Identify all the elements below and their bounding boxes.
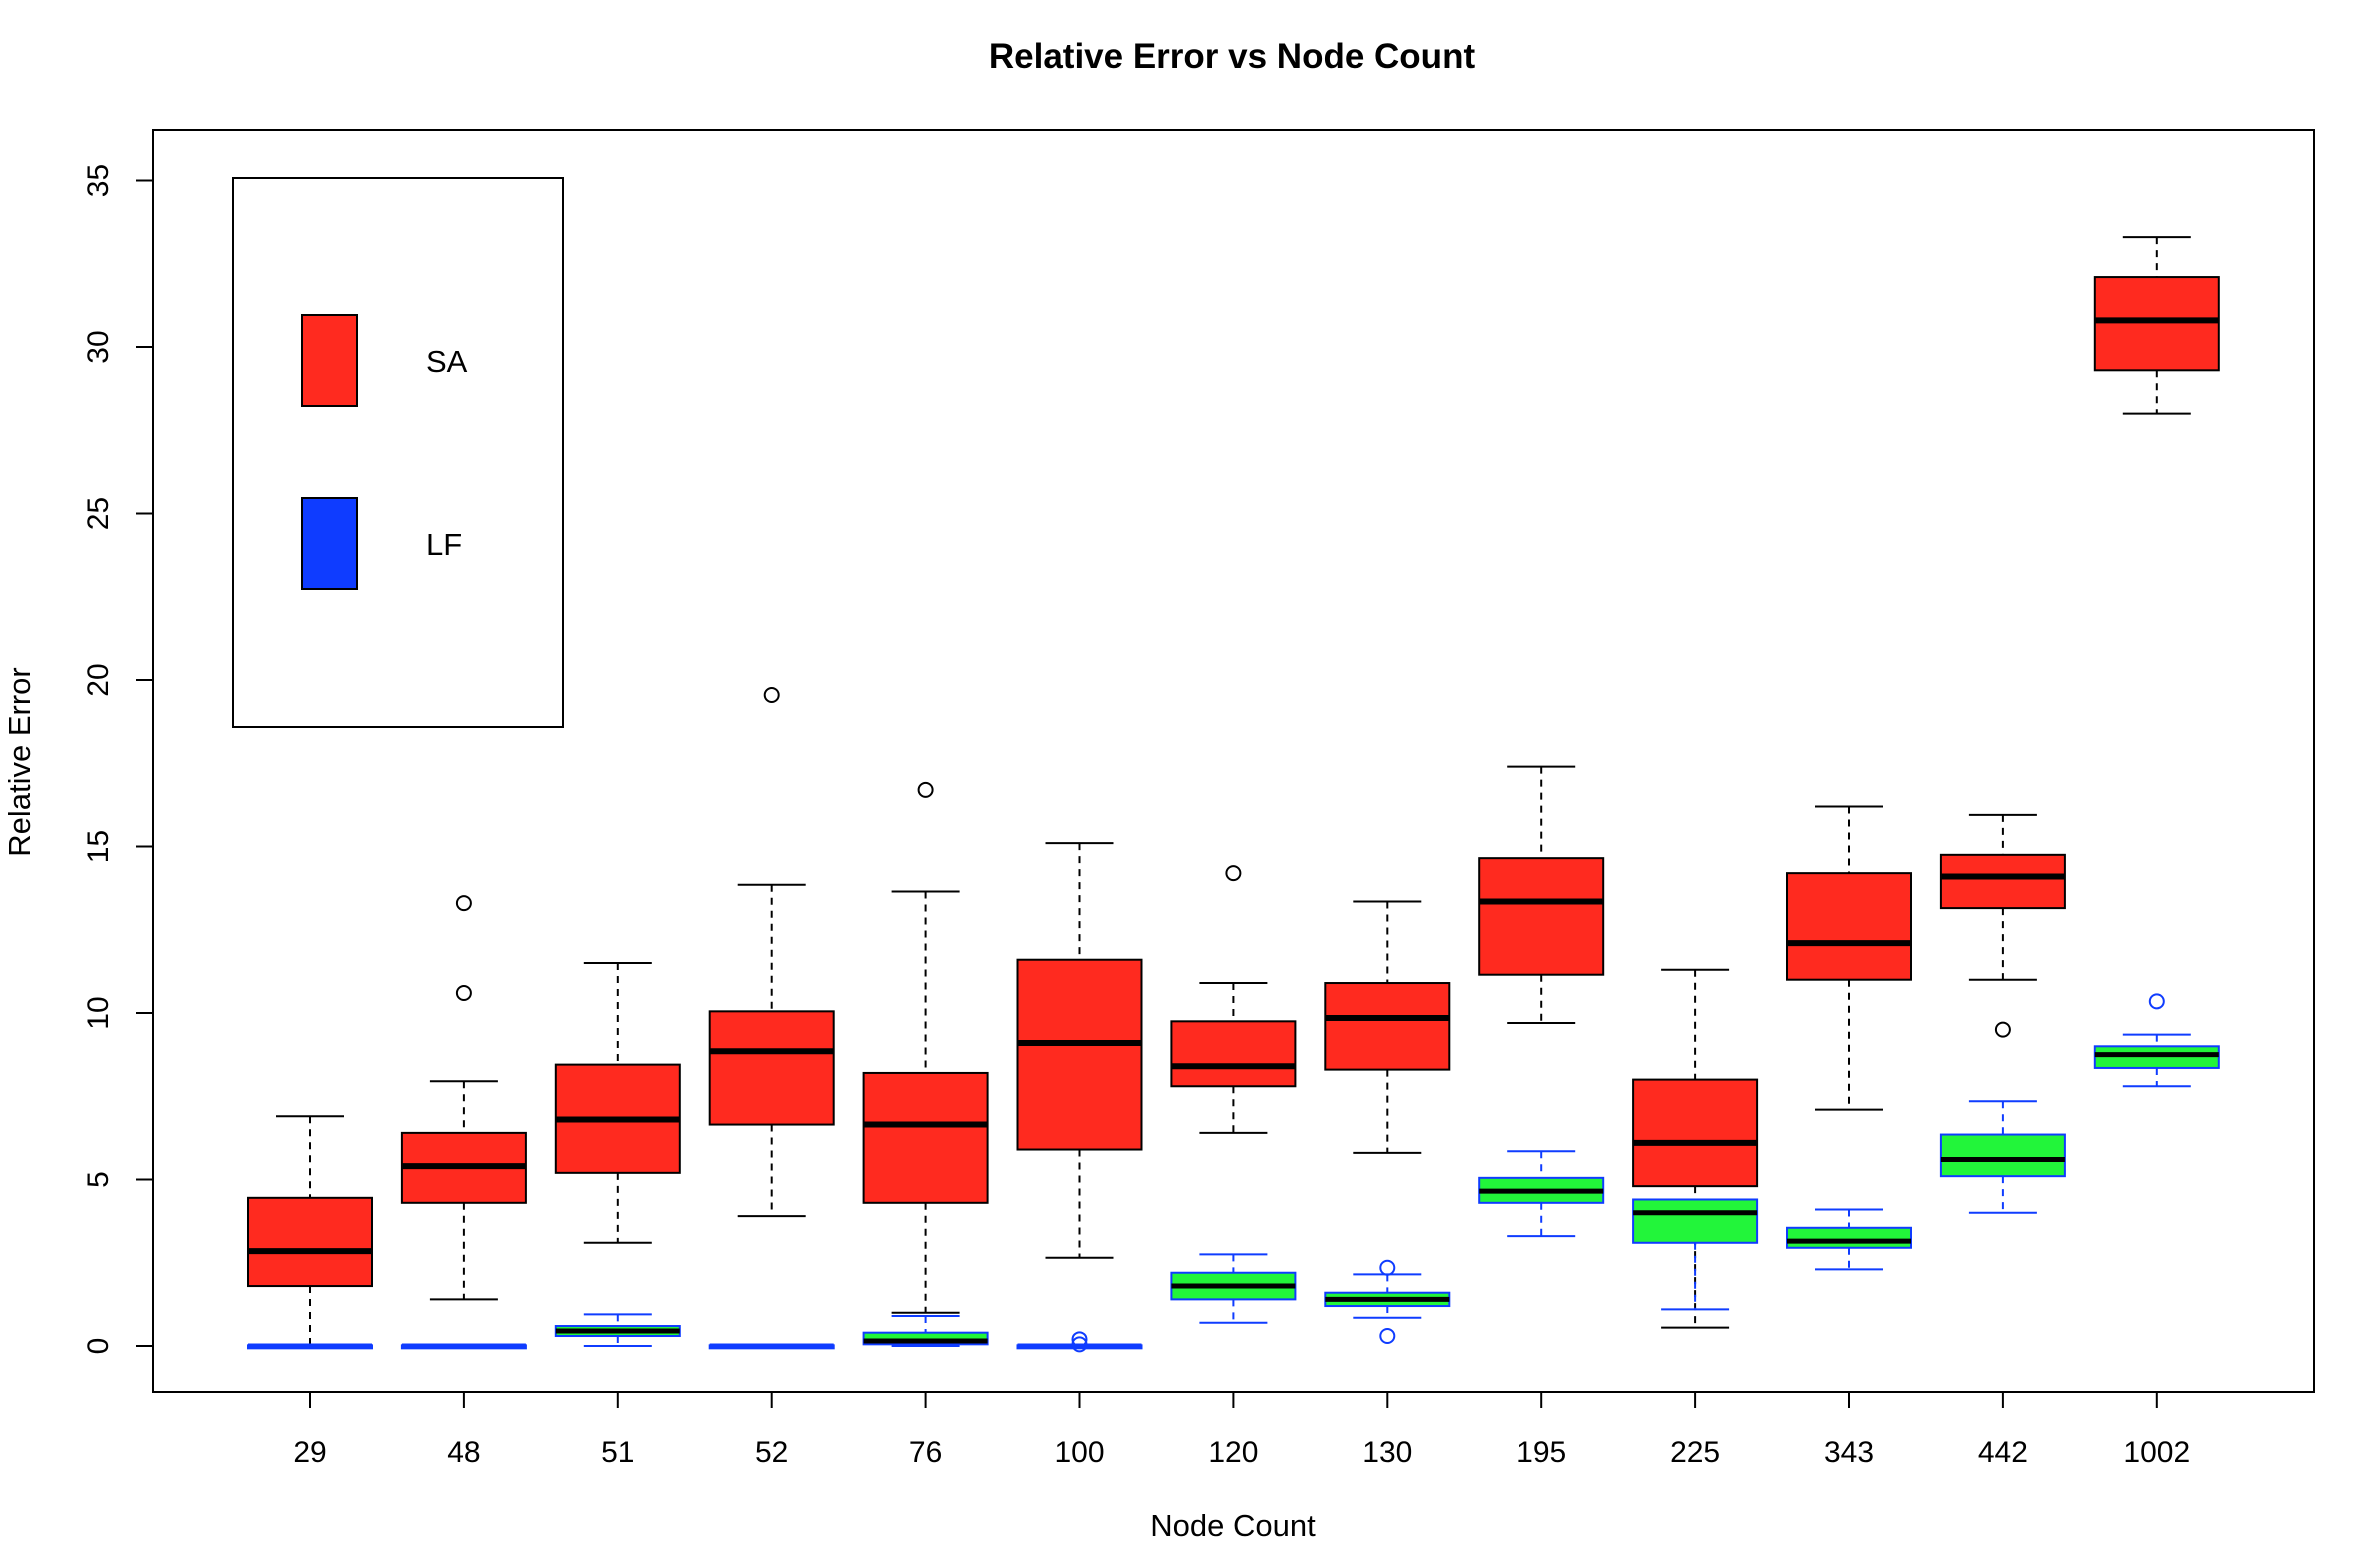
box-sa-195 — [1478, 765, 1605, 1024]
chart-title: Relative Error vs Node Count — [989, 37, 1476, 76]
y-tick-label: 5 — [82, 1171, 115, 1188]
y-axis: 0 5 10 15 20 25 30 35 — [82, 164, 154, 1355]
outlier-point — [1379, 1259, 1396, 1276]
legend-label-sa: SA — [426, 344, 468, 379]
x-axis: 29 48 51 52 76 100 120 130 195 225 343 442 1002 — [293, 1391, 2190, 1469]
box-lf-195 — [1478, 1150, 1605, 1238]
box-sa-343 — [1786, 805, 1912, 1111]
y-tick-label: 10 — [82, 996, 115, 1029]
box-lf-48 — [400, 1343, 527, 1350]
box-iqr — [1170, 1020, 1297, 1088]
x-tick-label: 225 — [1670, 1436, 1720, 1469]
x-tick-label: 52 — [755, 1436, 788, 1469]
y-tick-label: 35 — [82, 164, 115, 197]
legend-box — [232, 177, 564, 728]
box-iqr — [1632, 1078, 1759, 1188]
y-tick-label: 30 — [82, 330, 115, 363]
y-axis-label: Relative Error — [2, 667, 37, 857]
legend-label-lf: LF — [426, 527, 462, 562]
box-sa-51 — [554, 962, 681, 1244]
box-lf-225 — [1632, 1198, 1759, 1311]
box-iqr — [2093, 276, 2220, 372]
box-sa-1002 — [2093, 236, 2220, 415]
box-iqr — [1478, 857, 1605, 976]
box-sa-120 — [1170, 865, 1297, 1134]
x-tick-label: 100 — [1054, 1436, 1104, 1469]
outlier-point — [1994, 1021, 2011, 1038]
outlier-point — [1379, 1328, 1396, 1345]
x-tick-label: 120 — [1208, 1436, 1258, 1469]
box-sa-29 — [247, 1115, 373, 1347]
y-tick-label: 0 — [82, 1338, 115, 1355]
box-series-group — [247, 236, 2220, 1353]
box-iqr — [1939, 853, 2066, 910]
box-iqr — [1939, 1133, 2066, 1178]
box-lf-76 — [862, 1315, 989, 1347]
x-tick-label: 343 — [1824, 1436, 1874, 1469]
box-lf-130 — [1324, 1259, 1451, 1345]
box-lf-51 — [554, 1313, 681, 1347]
x-tick-label: 195 — [1516, 1436, 1566, 1469]
x-tick-label: 76 — [909, 1436, 942, 1469]
box-iqr — [862, 1071, 989, 1204]
outlier-point — [455, 895, 472, 912]
box-lf-1002 — [2093, 993, 2220, 1088]
outlier-point — [1225, 865, 1242, 882]
legend: SA LF — [232, 177, 564, 728]
y-tick-label: 25 — [82, 497, 115, 530]
box-sa-52 — [708, 686, 835, 1218]
x-tick-label: 1002 — [2123, 1436, 2190, 1469]
legend-swatch-lf — [301, 497, 358, 590]
x-tick-label: 51 — [601, 1436, 634, 1469]
x-tick-label: 29 — [293, 1436, 326, 1469]
outlier-point — [1071, 1331, 1088, 1348]
box-iqr — [708, 1010, 835, 1126]
box-lf-120 — [1170, 1253, 1297, 1324]
box-iqr — [1786, 1226, 1912, 1249]
outlier-point — [917, 781, 934, 798]
outlier-point — [455, 985, 472, 1002]
box-iqr — [1786, 872, 1912, 981]
x-tick-label: 130 — [1362, 1436, 1412, 1469]
box-sa-130 — [1324, 900, 1451, 1154]
box-sa-100 — [1016, 842, 1143, 1259]
box-lf-52 — [708, 1343, 835, 1350]
y-tick-label: 15 — [82, 830, 115, 863]
x-tick-label: 442 — [1978, 1436, 2028, 1469]
box-iqr — [1324, 982, 1451, 1071]
box-iqr — [1632, 1198, 1759, 1244]
outlier-point — [763, 686, 780, 703]
box-iqr — [247, 1196, 373, 1288]
outlier-point — [1071, 1336, 1088, 1353]
outlier-point — [2148, 993, 2165, 1010]
legend-swatch-sa — [301, 314, 358, 407]
box-lf-343 — [1786, 1208, 1912, 1271]
box-lf-100 — [1016, 1331, 1143, 1353]
y-tick-label: 20 — [82, 663, 115, 696]
box-iqr — [1016, 958, 1143, 1151]
box-sa-76 — [862, 781, 989, 1314]
box-lf-29 — [247, 1343, 373, 1350]
x-tick-label: 48 — [447, 1436, 480, 1469]
box-sa-48 — [400, 895, 527, 1301]
box-sa-442 — [1939, 813, 2066, 1038]
box-lf-442 — [1939, 1100, 2066, 1214]
x-axis-label: Node Count — [1150, 1508, 1316, 1543]
